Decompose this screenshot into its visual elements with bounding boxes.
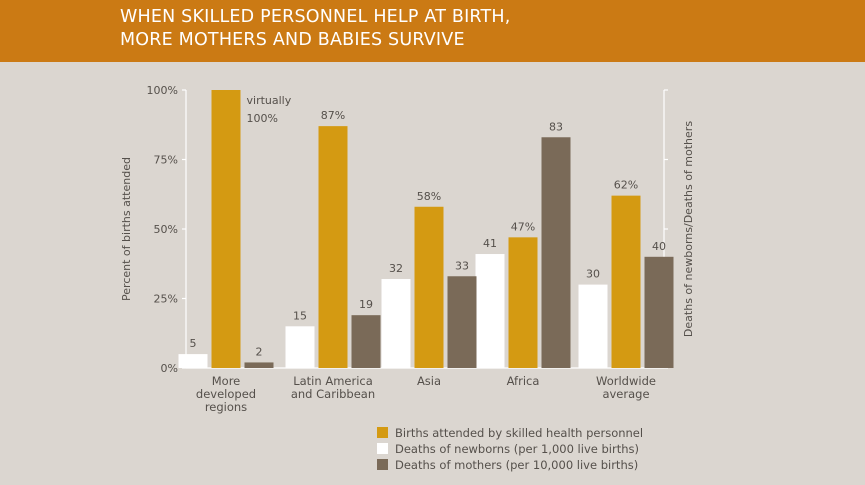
bar-newborn-deaths: [475, 254, 505, 368]
data-label-newborn-deaths: 30: [586, 268, 600, 281]
y-axis-left-label: Percent of births attended: [120, 157, 133, 301]
data-label-births-attended: 58%: [417, 190, 441, 203]
bar-births-attended: [318, 126, 348, 368]
bar-mother-deaths: [351, 315, 381, 368]
x-category-label: More: [212, 374, 241, 388]
data-label-mother-deaths: 83: [549, 120, 563, 133]
legend-swatch-newborn-deaths: [377, 443, 388, 454]
data-label-mother-deaths: 19: [359, 298, 373, 311]
data-label-newborn-deaths: 5: [190, 337, 197, 350]
bar-births-attended: [211, 90, 241, 368]
data-label-births-attended: 47%: [511, 220, 535, 233]
chart-title-line-2: MORE MOTHERS AND BABIES SURVIVE: [120, 30, 465, 50]
y-tick-label: 0%: [161, 362, 178, 375]
x-category-label: Latin America: [293, 374, 373, 388]
legend-swatch-births-attended: [377, 427, 388, 438]
bar-newborn-deaths: [381, 279, 411, 368]
data-label-mother-deaths: 40: [652, 240, 666, 253]
bar-births-attended: [611, 195, 641, 368]
x-category-label: Africa: [507, 374, 540, 388]
legend-label-newborn-deaths: Deaths of newborns (per 1,000 live birth…: [395, 442, 639, 456]
bar-births-attended: [414, 206, 444, 368]
data-label-newborn-deaths: 15: [293, 309, 307, 322]
data-label-newborn-deaths: 32: [389, 262, 403, 275]
bar-mother-deaths: [541, 137, 571, 368]
legend-swatch-mother-deaths: [377, 459, 388, 470]
data-label-newborn-deaths: 41: [483, 237, 497, 250]
y-tick-label: 75%: [154, 154, 178, 167]
data-label-mother-deaths: 2: [256, 345, 263, 358]
bar-newborn-deaths: [285, 326, 315, 368]
bar-mother-deaths: [447, 276, 477, 368]
bar-births-attended: [508, 237, 538, 368]
y-tick-label: 100%: [147, 84, 178, 97]
title-banner: [0, 0, 865, 62]
data-label-births-attended: 100%: [247, 112, 278, 125]
data-label-births-attended: 62%: [614, 179, 638, 192]
y-tick-label: 25%: [154, 293, 178, 306]
x-category-label: and Caribbean: [291, 387, 375, 401]
bar-mother-deaths: [244, 362, 274, 368]
data-label-births-attended: virtually: [247, 94, 292, 107]
bar-newborn-deaths: [178, 354, 208, 368]
data-label-births-attended: 87%: [321, 109, 345, 122]
legend-label-mother-deaths: Deaths of mothers (per 10,000 live birth…: [395, 458, 638, 472]
y-tick-label: 50%: [154, 223, 178, 236]
x-category-label: Asia: [417, 374, 441, 388]
legend-label-births-attended: Births attended by skilled health person…: [395, 426, 643, 440]
y-axis-right-label: Deaths of newborns/Deaths of mothers: [682, 121, 695, 337]
x-category-label: average: [602, 387, 649, 401]
data-label-mother-deaths: 33: [455, 259, 469, 272]
bar-mother-deaths: [644, 256, 674, 368]
bar-newborn-deaths: [578, 284, 608, 368]
x-category-label: regions: [205, 400, 247, 414]
x-category-label: developed: [196, 387, 256, 401]
chart-title-line-1: WHEN SKILLED PERSONNEL HELP AT BIRTH,: [120, 7, 511, 27]
x-category-label: Worldwide: [596, 374, 656, 388]
